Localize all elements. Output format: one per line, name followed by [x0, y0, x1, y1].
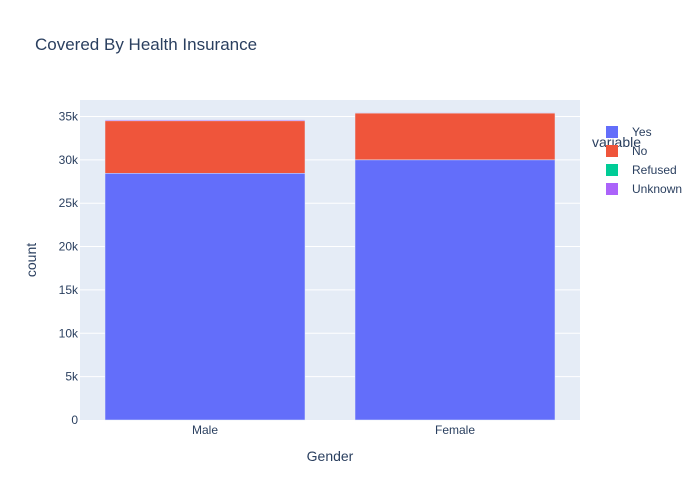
x-axis-title: Gender [307, 448, 354, 464]
x-tick-label: Male [192, 423, 218, 437]
y-axis-title: count [23, 243, 39, 277]
legend-label: Refused [632, 163, 677, 177]
bar-no-male[interactable] [104, 120, 306, 174]
legend-swatch [606, 164, 618, 176]
legend-item-yes[interactable]: Yes [606, 125, 652, 139]
y-axis-ticks: 0 5k 10k 15k 20k 25k 30k 35k [59, 109, 79, 427]
legend-title: variable [592, 134, 641, 150]
bar-yes-male[interactable] [104, 173, 306, 421]
y-tick-label: 30k [59, 153, 79, 167]
legend-label: Unknown [632, 182, 682, 196]
y-tick-label: 10k [59, 326, 79, 340]
bar-unknown-female[interactable] [354, 112, 556, 114]
bars[interactable] [104, 112, 556, 421]
y-tick-label: 0 [71, 413, 78, 427]
y-tick-label: 15k [59, 283, 79, 297]
y-tick-label: 20k [59, 240, 79, 254]
x-tick-label: Female [435, 423, 475, 437]
legend-item-unknown[interactable]: Unknown [606, 182, 682, 196]
legend-item-no[interactable]: No [606, 144, 648, 158]
legend-label: No [632, 144, 648, 158]
bar-unknown-male[interactable] [104, 119, 306, 121]
legend-swatch [606, 145, 618, 157]
legend[interactable]: Yes No Refused Unknown [606, 125, 682, 196]
legend-swatch [606, 183, 618, 195]
y-tick-label: 35k [59, 109, 79, 123]
y-tick-label: 25k [59, 196, 79, 210]
bar-no-female[interactable] [354, 112, 556, 161]
x-axis-ticks: Male Female [192, 423, 475, 437]
legend-swatch [606, 126, 618, 138]
legend-label: Yes [632, 125, 652, 139]
legend-item-refused[interactable]: Refused [606, 163, 677, 177]
chart-title: Covered By Health Insurance [35, 35, 257, 54]
y-tick-label: 5k [65, 370, 79, 384]
bar-yes-female[interactable] [354, 159, 556, 421]
